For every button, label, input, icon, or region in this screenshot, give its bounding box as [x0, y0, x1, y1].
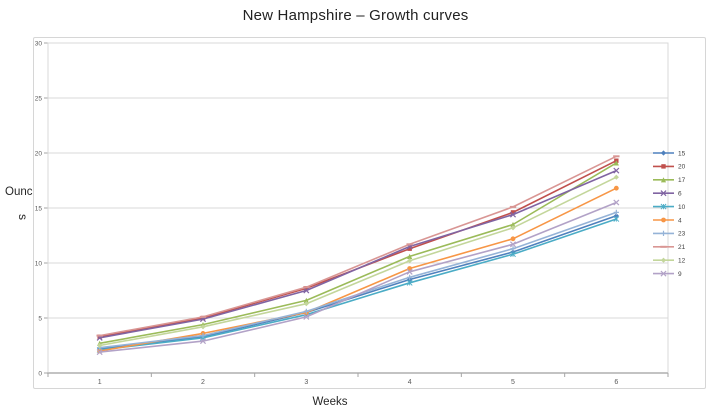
marker-diamond	[613, 213, 619, 219]
legend-label: 4	[678, 217, 682, 224]
legend-label: 15	[678, 150, 686, 157]
legend-label: 10	[678, 204, 686, 211]
marker-asterisk	[510, 251, 516, 258]
marker-x	[660, 270, 667, 277]
x-tick-label: 6	[614, 379, 618, 386]
marker-x	[406, 268, 413, 275]
marker-diamond	[510, 225, 516, 231]
marker-diamond	[660, 257, 667, 263]
y-tick-label: 10	[35, 260, 43, 267]
y-tick-label: 25	[35, 95, 43, 102]
marker-triangle	[660, 177, 667, 183]
y-tick-label: 30	[35, 40, 43, 47]
marker-square	[304, 286, 309, 291]
marker-x	[509, 241, 517, 248]
marker-x	[660, 190, 667, 197]
marker-x	[303, 287, 310, 294]
y-axis-title: Ounce	[5, 186, 39, 198]
legend-label: 17	[678, 177, 686, 184]
marker-x	[96, 349, 103, 356]
marker-diamond	[407, 258, 413, 264]
series-line-23	[98, 211, 618, 349]
marker-diamond	[660, 150, 667, 156]
marker-x	[509, 211, 517, 218]
marker-asterisk	[660, 203, 667, 210]
series-line-4	[98, 187, 618, 352]
x-axis-title: Weeks	[312, 396, 348, 408]
marker-asterisk	[406, 279, 413, 286]
marker-square	[97, 334, 102, 339]
x-tick-label: 2	[201, 379, 205, 386]
y-tick-label: 5	[38, 315, 42, 322]
marker-triangle	[613, 160, 619, 166]
marker-x	[613, 167, 620, 174]
legend-label: 20	[678, 164, 686, 171]
marker-plus	[303, 308, 309, 314]
series-line-17	[98, 162, 618, 345]
marker-circle	[613, 185, 619, 191]
series-line-12	[98, 176, 618, 347]
marker-diamond	[613, 174, 619, 180]
marker-plus	[613, 209, 619, 215]
series-line-20	[98, 159, 618, 338]
x-tick-label: 1	[98, 379, 102, 386]
marker-square	[407, 246, 412, 251]
marker-plus	[407, 274, 413, 280]
marker-triangle	[510, 221, 516, 228]
marker-circle	[510, 236, 516, 242]
chart-frame: 0 5 10 15 20 25 30 1 2 3 4 5 6 15 20 17 6 10 4 23 21 12 9	[33, 37, 706, 389]
marker-x	[303, 313, 310, 320]
series-line-21	[98, 155, 618, 337]
marker-x	[199, 338, 207, 345]
y-tick-label: 15	[35, 205, 43, 212]
marker-square	[510, 210, 516, 215]
y-tick-label: 0	[38, 370, 42, 377]
chart-title: New Hampshire – Growth curves	[242, 7, 469, 24]
marker-diamond	[303, 301, 309, 307]
marker-circle	[661, 217, 666, 223]
marker-circle	[407, 266, 413, 271]
marker-diamond	[97, 342, 103, 349]
y-axis-title-suffix: s	[16, 214, 30, 220]
x-tick-label: 4	[408, 379, 412, 386]
marker-plus	[510, 246, 516, 252]
legend-label: 23	[678, 231, 686, 238]
marker-square	[661, 164, 666, 169]
marker-plus	[200, 333, 206, 339]
legend-label: 12	[678, 258, 686, 265]
x-tick-label: 3	[304, 379, 308, 386]
legend-label: 6	[678, 191, 682, 198]
marker-triangle	[407, 253, 413, 259]
marker-asterisk	[613, 216, 620, 222]
series-line-6	[98, 169, 618, 339]
x-tick-label: 5	[511, 379, 515, 386]
legend-label: 9	[678, 271, 682, 278]
series-line-10	[98, 218, 618, 351]
marker-x	[613, 199, 620, 206]
series-line-15	[98, 214, 618, 350]
marker-square	[200, 315, 206, 321]
legend-label: 21	[678, 244, 686, 251]
marker-plus	[660, 230, 667, 236]
y-tick-label: 20	[35, 150, 43, 157]
marker-diamond	[200, 324, 206, 330]
marker-triangle	[303, 297, 309, 303]
series-line-9	[98, 201, 618, 353]
